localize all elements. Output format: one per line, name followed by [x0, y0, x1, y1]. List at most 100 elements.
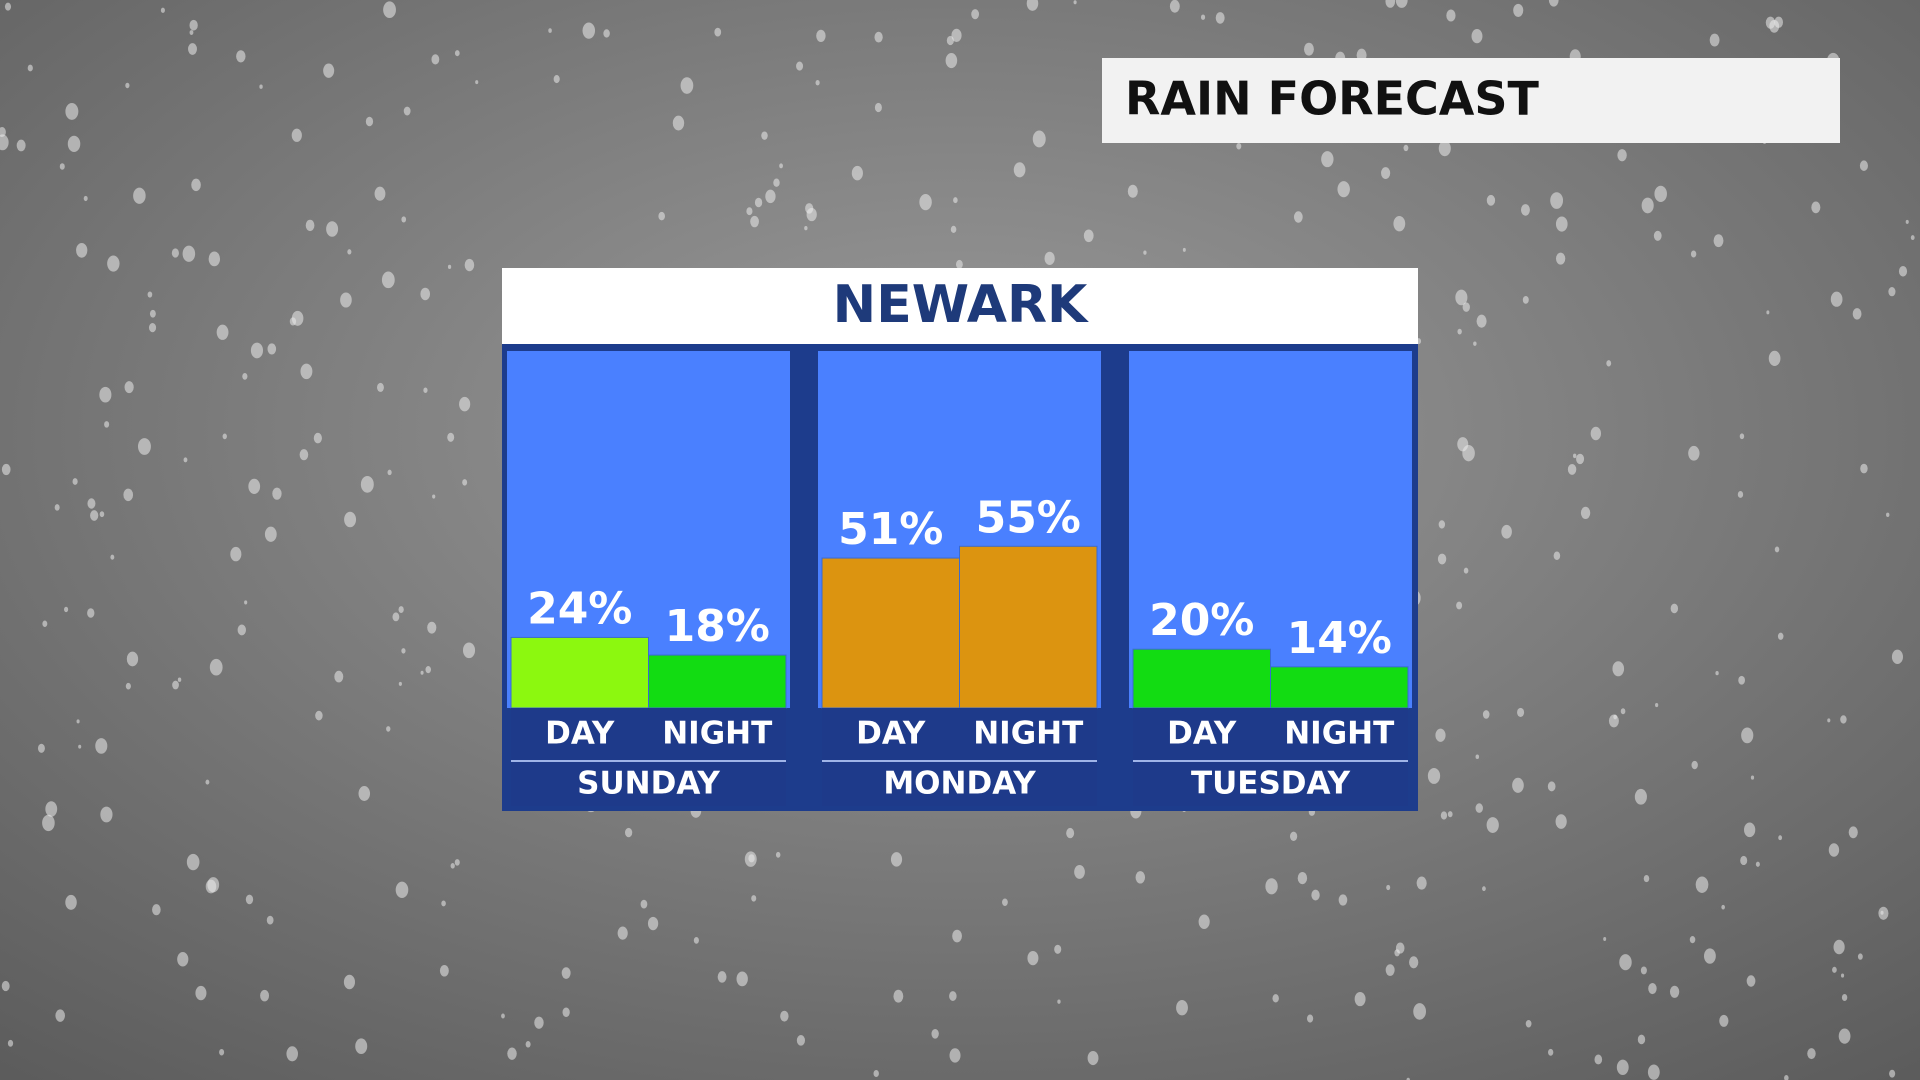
rain-drop — [561, 967, 571, 979]
rain-drop — [971, 9, 980, 20]
rain-drop — [386, 726, 391, 732]
bar — [1270, 666, 1409, 709]
rain-drop — [398, 606, 404, 613]
value-label: 20% — [1149, 595, 1254, 646]
rain-drop — [507, 1047, 517, 1060]
rain-drop — [1438, 140, 1451, 157]
rain-drop — [401, 648, 406, 654]
rain-drop — [137, 438, 151, 455]
rain-drop — [1670, 603, 1679, 614]
panel-background — [1129, 351, 1412, 708]
rain-drop — [534, 1016, 544, 1029]
rain-drop — [1768, 350, 1781, 366]
rain-drop — [99, 386, 112, 403]
rain-drop — [1409, 956, 1419, 969]
rain-drop — [1457, 328, 1462, 335]
rain-drop — [1482, 710, 1490, 719]
rain-drop — [107, 255, 120, 272]
rain-drop — [672, 115, 685, 131]
rain-drop — [64, 606, 69, 613]
rain-drop — [358, 786, 371, 801]
rain-drop — [1044, 251, 1055, 266]
rain-drop — [376, 382, 384, 392]
rain-drop — [796, 61, 804, 71]
rain-drop — [1898, 266, 1908, 277]
rain-drop — [340, 292, 352, 308]
rain-drop — [454, 50, 460, 57]
rain-drop — [1709, 33, 1720, 47]
value-label: 51% — [838, 504, 943, 555]
rain-drop — [1769, 19, 1780, 33]
rain-drop — [1695, 876, 1709, 893]
rain-drop — [305, 219, 315, 232]
rain-drop — [447, 432, 455, 442]
rain-drop — [1838, 1028, 1851, 1044]
rain-drop — [1719, 1014, 1729, 1027]
rain-drop — [625, 827, 633, 838]
rain-drop — [1784, 1075, 1789, 1080]
rain-drop — [765, 189, 776, 204]
rain-drop — [236, 50, 246, 63]
rain-drop — [315, 710, 323, 721]
rain-drop — [172, 680, 179, 690]
rain-drop — [1482, 886, 1486, 892]
rain-drop — [1643, 874, 1650, 883]
rain-drop — [780, 1010, 789, 1022]
rain-drop — [1880, 910, 1884, 915]
rain-drop — [1486, 817, 1499, 834]
rain-drop — [1555, 814, 1567, 829]
rain-drop — [1297, 871, 1308, 885]
rain-drop — [950, 225, 957, 233]
rain-drop — [1385, 964, 1395, 976]
rain-drop — [286, 1046, 298, 1062]
rain-drop — [383, 1, 396, 19]
rain-drop — [0, 134, 9, 151]
rain-drop — [1555, 216, 1568, 232]
rain-drop — [245, 894, 254, 905]
rain-drop — [100, 806, 113, 823]
rain-drop — [1406, 1077, 1410, 1080]
value-label: 24% — [527, 583, 632, 634]
rain-drop — [1303, 42, 1314, 56]
rain-drop — [1289, 831, 1298, 841]
rain-drop — [87, 498, 96, 509]
rain-drop — [1689, 936, 1696, 944]
rain-drop — [1054, 944, 1062, 954]
rain-drop — [90, 510, 99, 521]
rain-drop — [1002, 898, 1008, 906]
rain-drop — [816, 29, 826, 42]
rain-drop — [1013, 162, 1026, 178]
rain-drop — [78, 744, 82, 749]
rain-drop — [1, 980, 10, 992]
rain-drop — [67, 135, 81, 153]
rain-drop — [1306, 1014, 1314, 1023]
rain-drop — [16, 139, 26, 152]
rain-drop — [874, 102, 882, 113]
rain-drop — [1440, 811, 1448, 820]
rain-drop — [1427, 767, 1441, 784]
rain-drop — [1612, 661, 1625, 677]
rain-drop — [693, 937, 699, 944]
rain-drop — [266, 915, 274, 925]
rain-drop — [1386, 884, 1391, 891]
rain-drop — [1548, 1048, 1554, 1056]
rain-drop — [714, 27, 722, 37]
rain-drop — [1744, 822, 1756, 838]
rain-drop — [548, 28, 552, 33]
rain-drop — [1555, 252, 1566, 265]
rain-drop — [244, 600, 248, 605]
rain-drop — [582, 22, 596, 39]
rain-drop — [264, 526, 277, 542]
rain-drop — [779, 163, 783, 169]
rain-drop — [1576, 453, 1585, 465]
rain-drop — [1265, 878, 1278, 895]
rain-drop — [736, 971, 748, 987]
period-label: DAY — [545, 716, 615, 752]
rain-drop — [431, 54, 440, 65]
rain-drop — [387, 469, 392, 476]
rain-drop — [54, 504, 60, 511]
rain-drop — [1074, 864, 1085, 879]
rain-drop — [1690, 250, 1697, 258]
rain-drop — [95, 738, 108, 754]
